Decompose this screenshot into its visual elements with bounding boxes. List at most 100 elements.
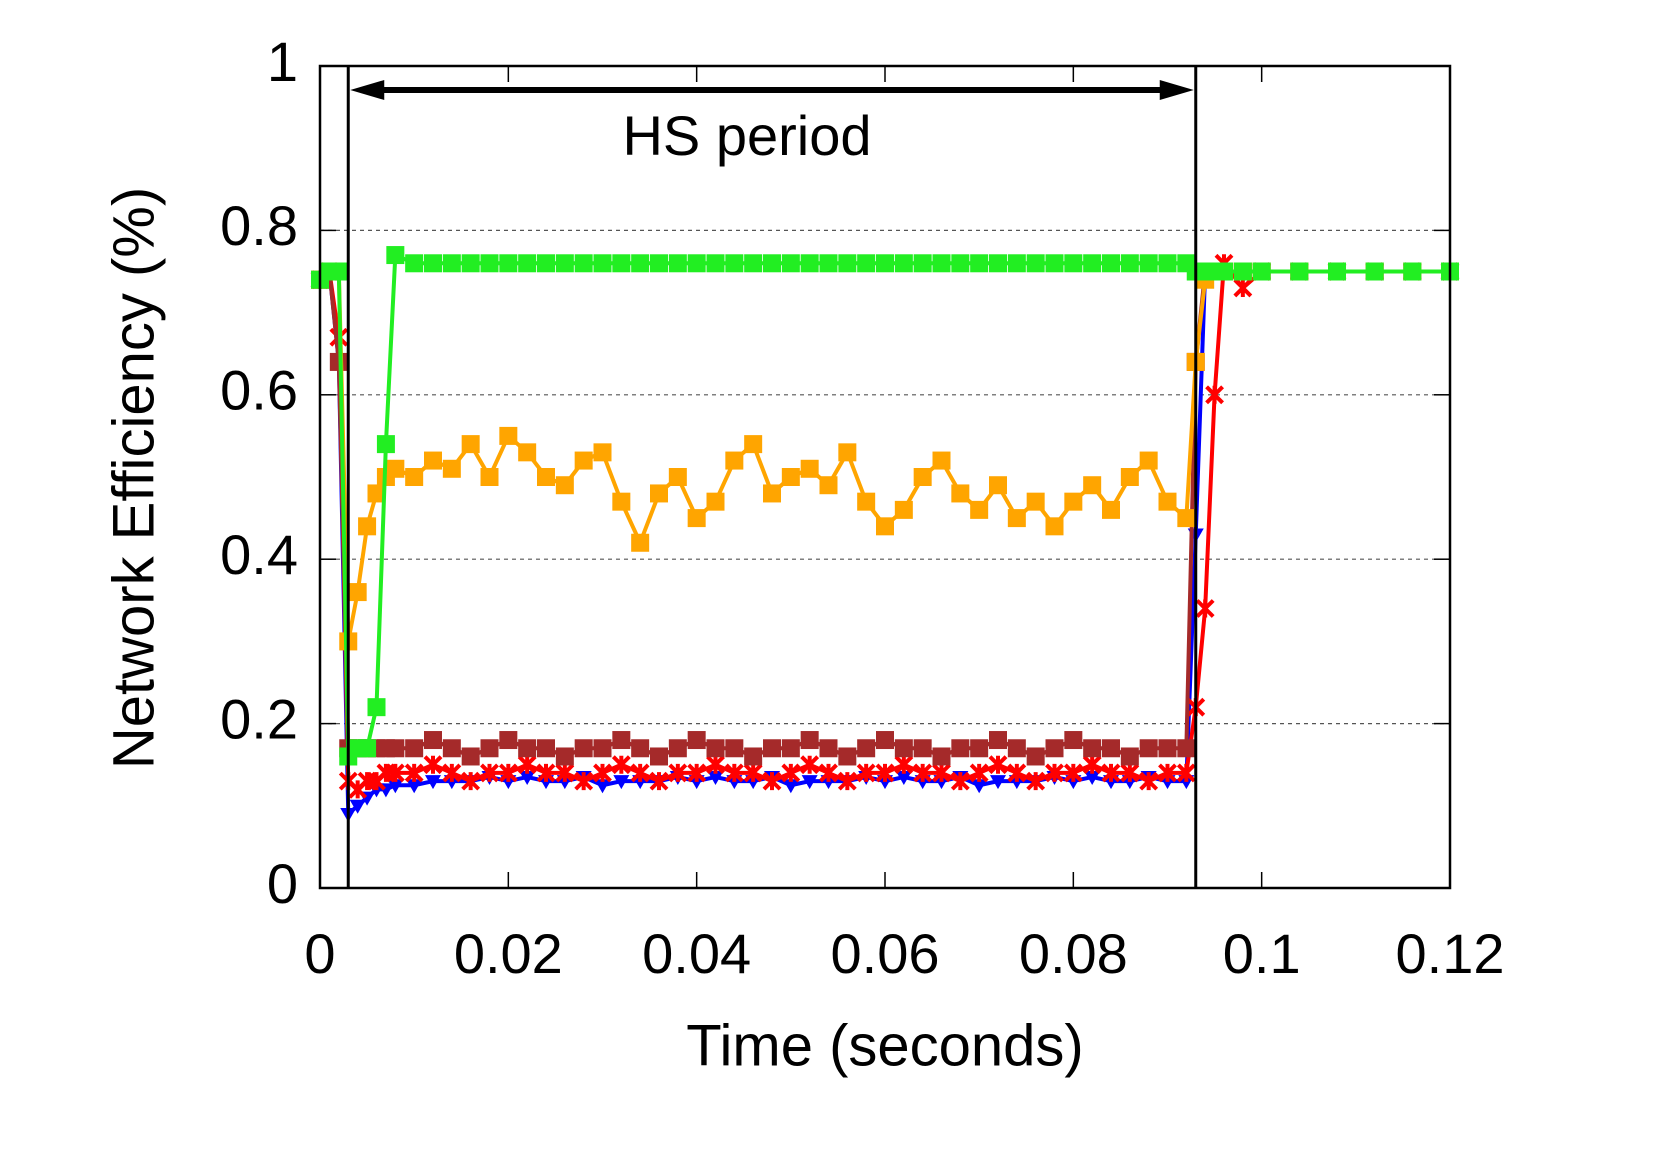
data-point <box>1205 385 1224 405</box>
data-point <box>819 739 838 758</box>
data-point <box>480 254 499 273</box>
data-point <box>499 731 518 750</box>
data-point <box>1045 739 1064 758</box>
data-point <box>1139 451 1158 470</box>
data-point <box>612 492 631 511</box>
data-point <box>555 763 575 783</box>
data-point <box>424 451 442 470</box>
plot-frame <box>318 64 1452 890</box>
axes-layer: 0 0.2 0.4 0.6 0.8 1 0 0.02 0.04 0.06 0.08 0.1 0.12 HS… <box>220 30 1504 985</box>
data-point <box>461 771 481 791</box>
data-point <box>951 484 970 503</box>
data-point <box>989 476 1007 495</box>
data-point <box>706 755 725 775</box>
x-tick-label: 0.12 <box>1396 922 1505 985</box>
data-point <box>613 775 630 790</box>
data-point <box>649 771 669 791</box>
data-point <box>650 484 668 503</box>
data-point <box>1064 731 1083 750</box>
data-point <box>763 484 781 503</box>
data-point <box>744 435 763 454</box>
annotation: HS period <box>622 104 871 167</box>
data-point <box>706 492 725 511</box>
y-axis-label: Network Efficiency (%) <box>101 187 166 769</box>
data-point <box>668 468 687 486</box>
data-point <box>838 443 857 462</box>
data-point <box>1158 254 1177 273</box>
data-point <box>913 763 933 783</box>
data-point <box>480 468 499 486</box>
x-tick-label: 0.06 <box>831 922 940 985</box>
data-point <box>386 739 405 758</box>
data-point <box>668 254 687 273</box>
data-point <box>536 763 556 783</box>
data-point <box>725 739 744 758</box>
data-point <box>630 763 650 783</box>
arrow-head <box>1159 80 1194 100</box>
data-point <box>876 517 894 536</box>
x-tick-label: 0 <box>304 922 335 985</box>
data-point <box>1102 739 1120 758</box>
data-point <box>668 739 687 758</box>
data-point <box>537 468 555 486</box>
data-point <box>950 771 970 791</box>
data-point <box>913 739 932 758</box>
x-tick-label: 0.1 <box>1223 922 1301 985</box>
data-point <box>762 771 782 791</box>
data-point <box>932 254 951 273</box>
data-point <box>425 775 441 790</box>
data-point <box>555 747 574 766</box>
data-point <box>367 698 386 717</box>
data-point <box>650 254 668 273</box>
data-point <box>1007 763 1027 783</box>
data-point <box>1082 755 1102 775</box>
data-point <box>1102 254 1120 273</box>
data-point <box>574 739 593 758</box>
data-point <box>442 739 461 758</box>
data-point <box>668 763 688 783</box>
y-tick-label: 0.2 <box>220 687 298 750</box>
data-point <box>687 254 706 273</box>
data-point <box>725 451 744 470</box>
data-point <box>593 254 612 273</box>
data-point <box>537 739 555 758</box>
data-point <box>358 739 377 758</box>
data-point <box>631 739 650 758</box>
y-tick-label: 0.8 <box>220 194 298 257</box>
data-point <box>1064 492 1083 511</box>
data-point <box>894 254 913 273</box>
data-point <box>1026 254 1045 273</box>
data-point <box>404 763 424 783</box>
data-point <box>424 254 442 273</box>
data-point <box>1176 763 1196 783</box>
data-point <box>857 254 876 273</box>
data-point <box>800 459 819 478</box>
data-point <box>519 771 536 786</box>
data-point <box>744 747 763 766</box>
x-tick-label: 0.02 <box>454 922 563 985</box>
data-point <box>499 254 518 273</box>
data-point <box>1158 492 1177 511</box>
data-point <box>895 771 912 786</box>
data-point <box>387 779 404 794</box>
data-point <box>593 739 612 758</box>
data-point <box>687 731 706 750</box>
data-point <box>838 254 857 273</box>
data-point <box>1177 509 1196 528</box>
data-point <box>800 254 819 273</box>
data-point <box>894 500 913 519</box>
data-point <box>932 747 951 766</box>
data-point <box>518 254 537 273</box>
data-point <box>518 739 537 758</box>
data-point <box>1007 254 1026 273</box>
data-point <box>329 262 348 281</box>
data-point <box>611 755 631 775</box>
data-point <box>1084 771 1101 786</box>
data-point <box>913 254 932 273</box>
data-point <box>1403 262 1422 281</box>
data-point <box>1233 278 1253 298</box>
x-tick-label: 0.08 <box>1019 922 1128 985</box>
y-tick-label: 0 <box>267 852 298 915</box>
data-point <box>406 779 423 794</box>
data-point <box>970 500 989 519</box>
